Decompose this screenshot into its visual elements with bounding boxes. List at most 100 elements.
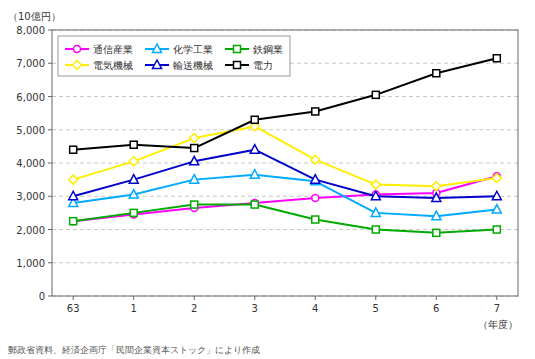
legend-entry: 通信産業 [65, 44, 133, 55]
x-tick-label: 3 [252, 303, 258, 314]
legend-marker [153, 60, 162, 69]
x-tick-label: 1 [131, 303, 137, 314]
legend: 通信産業 化学工業 鉄鋼業電気機械 輸送機械 電力 [58, 36, 290, 76]
point [250, 145, 259, 154]
point [312, 194, 319, 201]
legend-marker [234, 62, 241, 69]
legend-entry: 鉄鋼業 [225, 44, 283, 55]
point [433, 70, 440, 77]
point [493, 55, 500, 62]
x-tick-label: 5 [373, 303, 379, 314]
y-tick [48, 96, 52, 97]
point [492, 205, 501, 214]
x-tick-label: 2 [191, 303, 197, 314]
x-tick-label: 6 [433, 303, 439, 314]
point [190, 134, 199, 143]
y-tick-label: 7,000 [16, 58, 45, 69]
point [372, 226, 379, 233]
point [130, 209, 137, 216]
legend-label: 輸送機械 [173, 60, 213, 71]
point [70, 218, 77, 225]
plot-frame [52, 30, 518, 296]
legend-label: 電気機械 [93, 60, 133, 71]
series-group [69, 55, 502, 237]
grid-line [52, 96, 518, 97]
legend-label: 通信産業 [93, 44, 133, 55]
point [432, 182, 441, 191]
legend-marker [73, 61, 82, 70]
point [312, 108, 319, 115]
point [312, 216, 319, 223]
point [492, 173, 501, 182]
legend-marker [153, 44, 162, 53]
x-tick [496, 296, 497, 300]
legend-marker [234, 46, 241, 53]
point [191, 201, 198, 208]
point [250, 170, 259, 179]
grid-line [52, 262, 518, 263]
y-axis-label: （10億円） [8, 11, 61, 22]
y-tick [48, 63, 52, 64]
legend-entry: 化学工業 [145, 44, 213, 55]
legend-label: 電力 [253, 60, 273, 71]
grid-line [52, 163, 518, 164]
point [251, 116, 258, 123]
x-tick [315, 296, 316, 300]
series [70, 173, 501, 225]
point [371, 208, 380, 217]
point [432, 193, 441, 202]
point [311, 175, 320, 184]
point [372, 91, 379, 98]
point [129, 157, 138, 166]
point [371, 191, 380, 200]
point [492, 191, 501, 200]
point [70, 218, 77, 225]
y-tick [48, 196, 52, 197]
y-tick-label: 8,000 [16, 25, 45, 36]
series [69, 145, 502, 202]
x-tick [73, 296, 74, 300]
x-tick-label: 4 [312, 303, 318, 314]
point [129, 175, 138, 184]
point [69, 175, 78, 184]
point [69, 191, 78, 200]
y-tick [48, 229, 52, 230]
y-tick-label: 4,000 [16, 158, 45, 169]
legend-label: 化学工業 [173, 44, 213, 55]
y-tick [48, 129, 52, 130]
line [73, 126, 497, 186]
x-tick [436, 296, 437, 300]
series [70, 201, 501, 236]
grid-line [52, 229, 518, 230]
series [69, 122, 502, 191]
x-axis: 631234567 [67, 296, 500, 314]
y-tick-label: 5,000 [16, 125, 45, 136]
y-tick-label: 0 [39, 291, 45, 302]
point [190, 156, 199, 165]
y-tick-label: 6,000 [16, 92, 45, 103]
y-tick [48, 262, 52, 263]
point [311, 155, 320, 164]
point [130, 141, 137, 148]
y-tick-label: 3,000 [16, 191, 45, 202]
point [129, 190, 138, 199]
y-tick-label: 1,000 [16, 258, 45, 269]
x-tick [375, 296, 376, 300]
point [433, 229, 440, 236]
x-tick-label: 63 [67, 303, 80, 314]
line [73, 150, 497, 198]
y-axis: 0 1,000 2,000 3,000 4,000 5,000 6,000 7,000 8,00… [16, 25, 518, 302]
point [493, 226, 500, 233]
point [191, 145, 198, 152]
source-note: 郵政省資料、経済企画庁「民間企業資本ストック」により作成 [8, 345, 260, 355]
y-tick [48, 163, 52, 164]
legend-entry: 電気機械 [65, 60, 133, 71]
point [251, 201, 258, 208]
legend-marker [74, 46, 81, 53]
point [190, 175, 199, 184]
chart: 0 1,000 2,000 3,000 4,000 5,000 6,000 7,000 8,00… [0, 0, 535, 359]
x-tick [254, 296, 255, 300]
y-tick-label: 2,000 [16, 225, 45, 236]
legend-box [58, 36, 290, 76]
x-tick [133, 296, 134, 300]
